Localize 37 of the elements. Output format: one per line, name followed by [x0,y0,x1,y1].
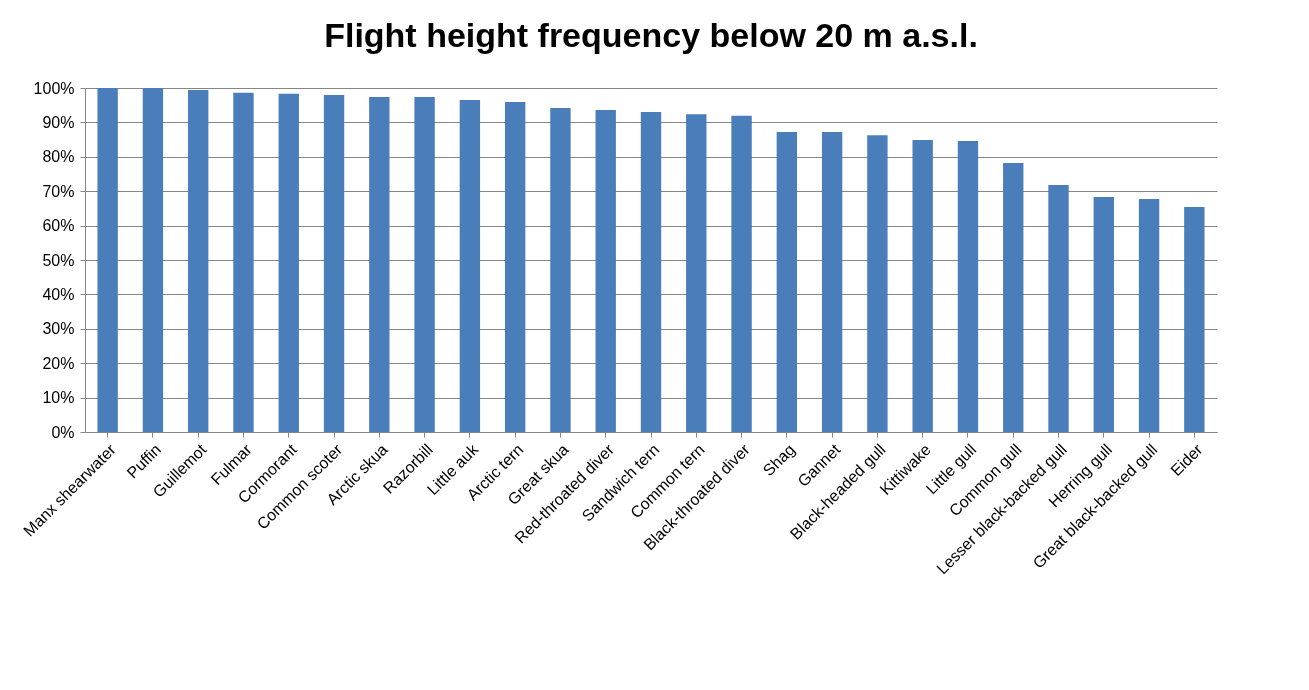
bar [731,115,752,432]
bar [1003,162,1024,432]
bar [369,96,390,432]
y-tick-label: 70% [42,182,75,200]
bar [1184,207,1205,432]
bar [1093,197,1114,432]
bar [595,110,616,432]
bar [233,92,254,432]
bar [867,135,888,432]
bar [1138,199,1160,432]
y-tick-label: 30% [42,320,75,338]
bar [97,88,118,432]
bar [142,88,164,432]
bar [912,139,933,432]
bar [504,102,526,432]
bar [821,132,843,432]
bar [640,112,662,432]
bar [957,140,979,432]
y-tick-label: 90% [42,113,75,131]
y-tick-label: 20% [42,354,75,372]
bar [686,114,707,432]
y-tick-label: 50% [42,251,75,269]
y-tick-label: 100% [33,79,75,97]
chart-title: Flight height frequency below 20 m a.s.l. [324,16,978,54]
y-tick-label: 0% [51,423,75,441]
bar [414,96,435,432]
bar [776,132,798,432]
bar [188,90,209,432]
y-tick-label: 40% [42,285,75,303]
bar [550,107,571,432]
bar [323,94,345,432]
bar [278,93,299,432]
bar [1048,185,1069,432]
y-tick-label: 10% [42,389,75,407]
y-tick-label: 60% [42,217,75,235]
y-tick-label: 80% [42,148,75,166]
bar [459,100,481,432]
